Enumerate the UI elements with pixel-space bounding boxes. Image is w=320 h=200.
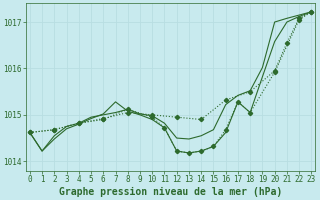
X-axis label: Graphe pression niveau de la mer (hPa): Graphe pression niveau de la mer (hPa) [59,186,282,197]
